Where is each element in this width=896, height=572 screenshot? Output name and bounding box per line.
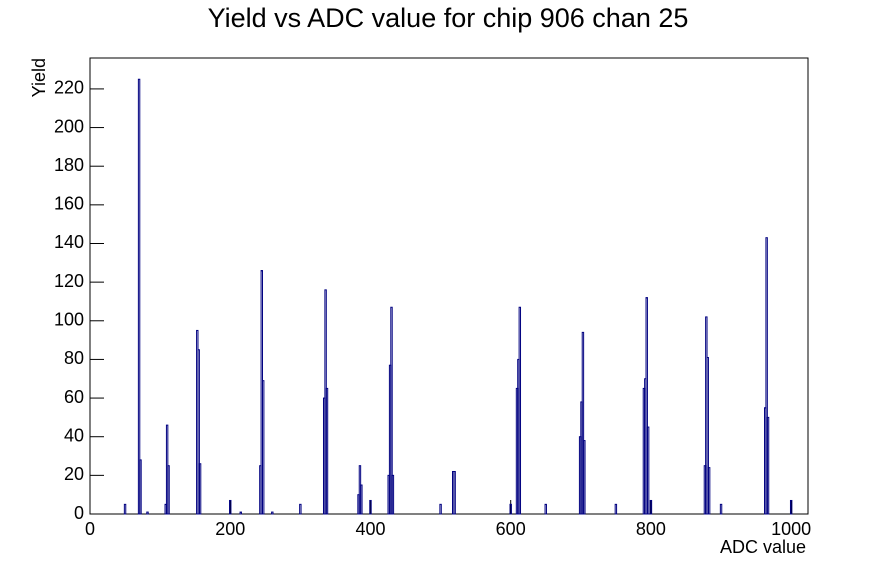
bin [581, 331, 585, 515]
x-tick-label: 0 [85, 519, 95, 539]
y-tick-label: 20 [64, 464, 84, 484]
chart-title: Yield vs ADC value for chip 906 chan 25 [208, 3, 689, 33]
bin [369, 499, 372, 515]
bin [645, 297, 648, 515]
y-tick-label: 80 [64, 348, 84, 368]
y-tick-label: 100 [54, 310, 84, 330]
x-axis-label: ADC value [720, 537, 806, 557]
y-tick-label: 120 [54, 271, 84, 291]
bin [509, 503, 512, 515]
bin [239, 511, 242, 515]
y-tick-label: 60 [64, 387, 84, 407]
bin [325, 387, 329, 515]
bin [614, 503, 618, 515]
bin [123, 503, 127, 515]
bin [646, 426, 650, 515]
y-tick-label: 40 [64, 425, 84, 445]
x-tick-label: 800 [636, 519, 666, 539]
bin [198, 463, 202, 515]
y-tick-label: 220 [54, 78, 84, 98]
bin [390, 306, 393, 515]
bin [453, 470, 456, 515]
bin [229, 499, 232, 515]
bin [139, 459, 142, 515]
bin [789, 499, 793, 515]
bin [197, 349, 200, 515]
bin [707, 467, 711, 515]
bin [439, 503, 442, 515]
bin [719, 503, 723, 515]
x-tick-label: 1000 [771, 519, 811, 539]
plot-frame [89, 57, 809, 515]
bin [167, 465, 170, 515]
y-tick-label: 140 [54, 232, 84, 252]
bin [137, 78, 141, 515]
bin [544, 503, 547, 515]
bin [583, 440, 586, 515]
bin [391, 474, 395, 515]
bin [299, 503, 302, 515]
bin [518, 306, 522, 515]
y-tick-label: 200 [54, 116, 84, 136]
bin [766, 416, 770, 515]
bin [271, 511, 274, 515]
x-tick-label: 200 [215, 519, 245, 539]
bin [765, 237, 768, 515]
bin [146, 511, 149, 515]
y-tick-label: 160 [54, 194, 84, 214]
y-axis-label: Yield [29, 58, 49, 97]
x-tick-label: 600 [496, 519, 526, 539]
x-tick-label: 400 [355, 519, 385, 539]
y-tick-label: 0 [74, 503, 84, 523]
bin [261, 380, 265, 515]
bin [649, 499, 653, 515]
bin [360, 484, 363, 515]
y-tick-label: 180 [54, 155, 84, 175]
bin [706, 356, 709, 515]
